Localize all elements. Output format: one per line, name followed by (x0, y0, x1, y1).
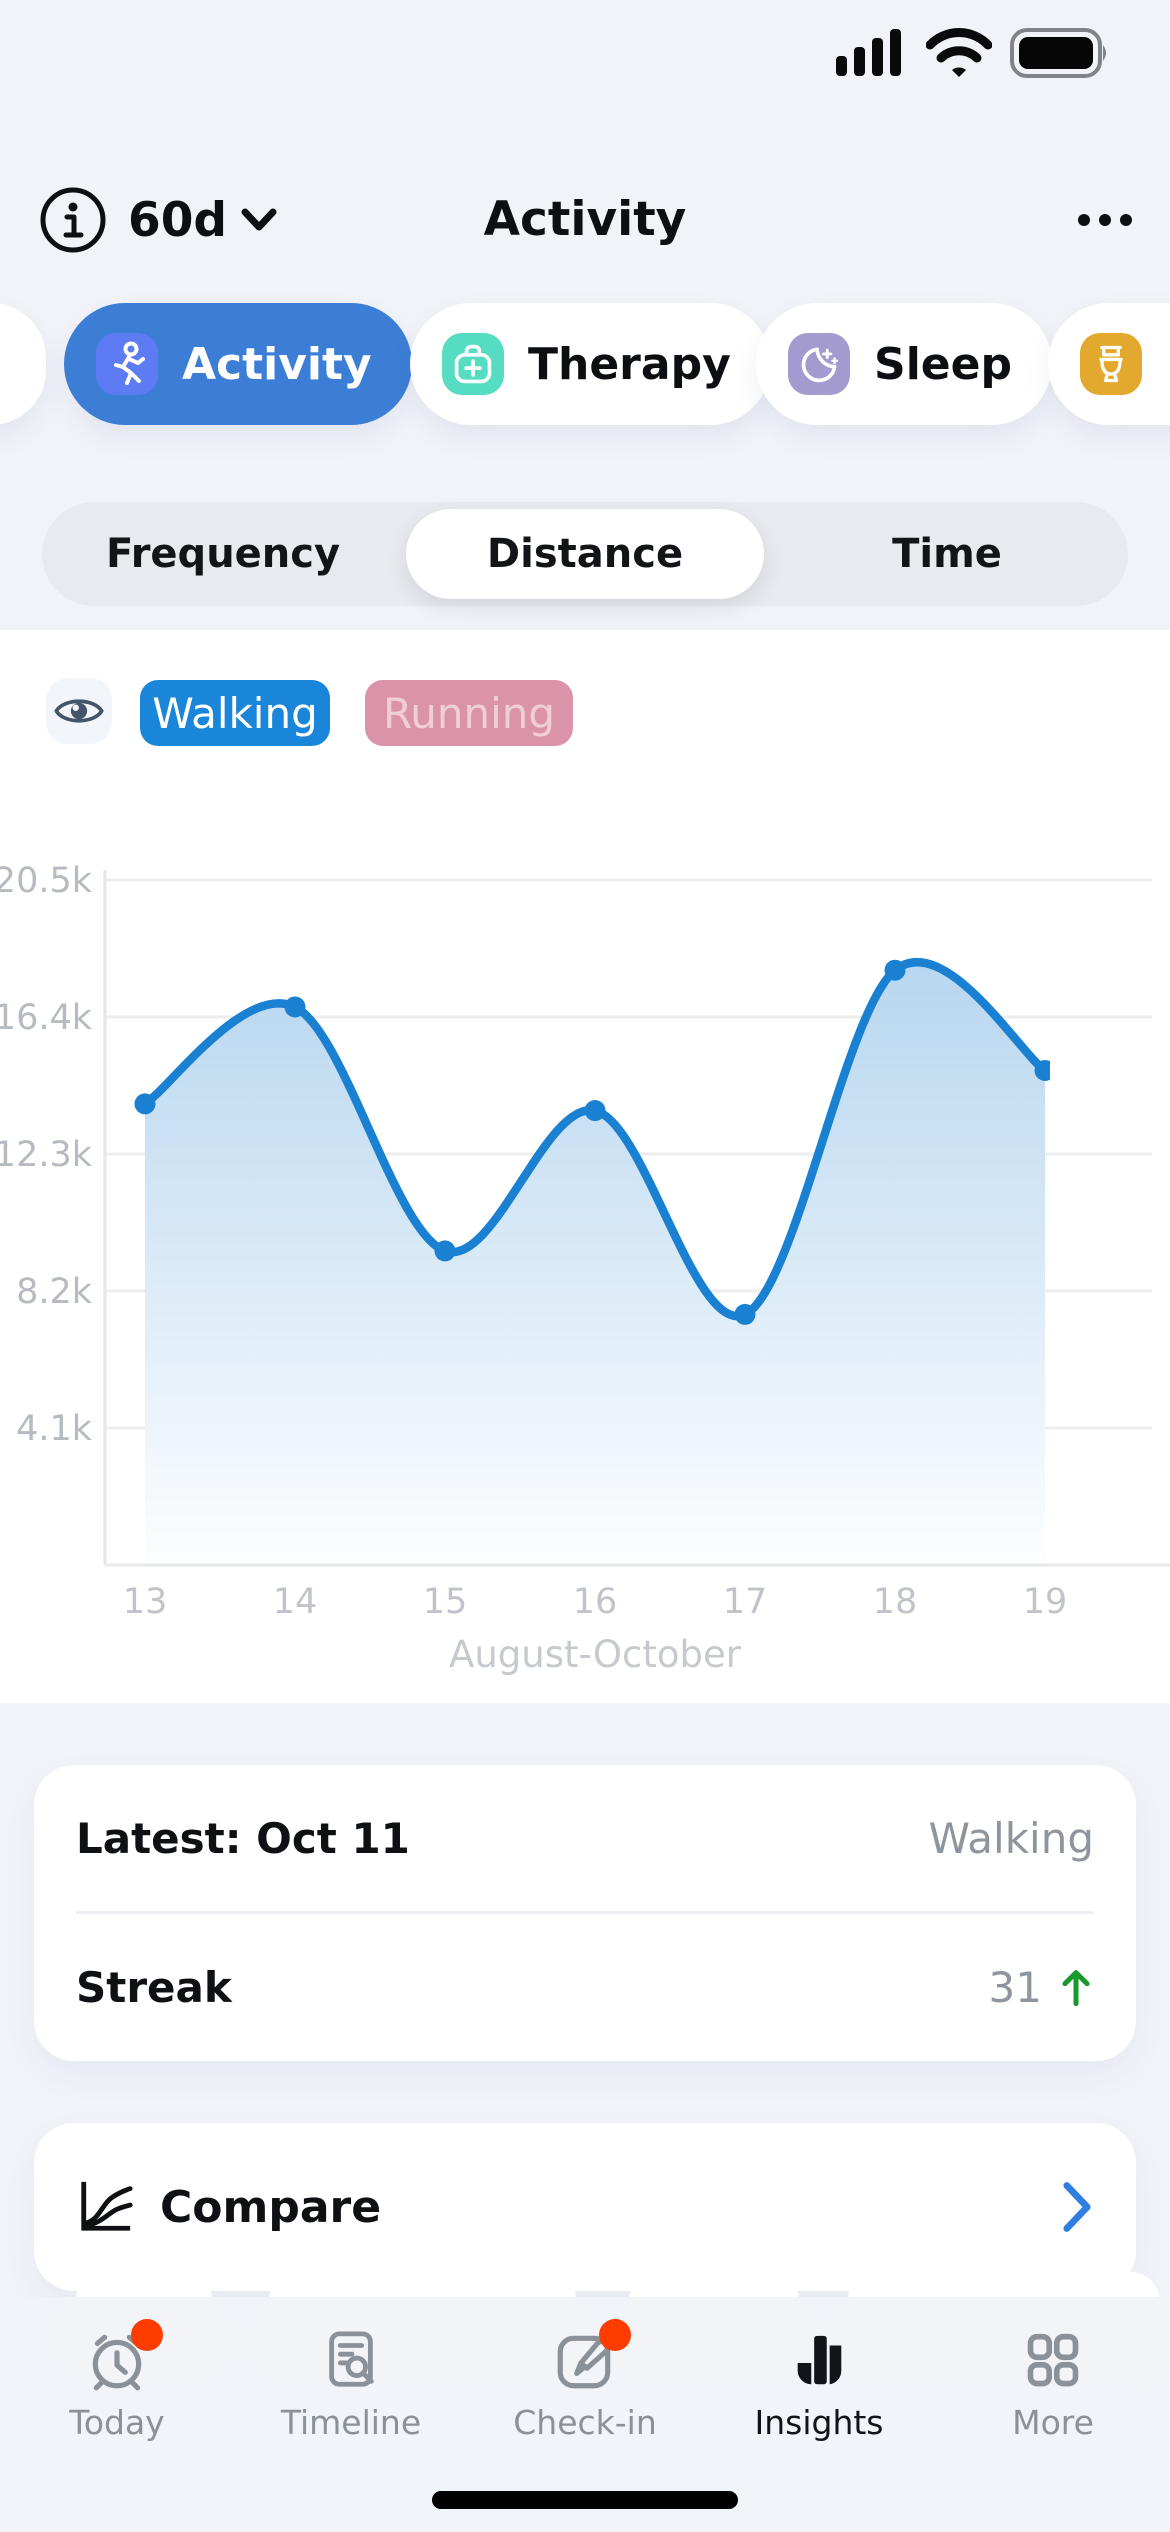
latest-value: Walking (928, 1813, 1094, 1863)
distance-area-chart: 20.5k 16.4k 12.3k 8.2k 4.1k 13 14 15 16 17 18 19 Au… (0, 861, 1170, 1676)
data-point (284, 996, 306, 1018)
bar-chart-icon (797, 2335, 842, 2385)
eye-icon (54, 699, 104, 723)
edit-square-icon (557, 2335, 611, 2389)
svg-text:13: 13 (123, 1582, 168, 1622)
tab-more-label: More (1012, 2403, 1094, 2442)
svg-text:16: 16 (573, 1582, 618, 1622)
streak-row[interactable]: Streak 31 (76, 1914, 1094, 2060)
chip-activity-label: Activity (182, 338, 372, 390)
latest-row[interactable]: Latest: Oct 11 Walking (76, 1765, 1094, 1911)
tab-distance-label: Distance (486, 531, 684, 577)
svg-text:4.1k: 4.1k (16, 1409, 93, 1449)
chart-axis-labels: 20.5k 16.4k 12.3k 8.2k 4.1k 13 14 15 16 17 18 19 (0, 861, 1067, 1622)
data-point (134, 1093, 156, 1115)
data-point (884, 959, 906, 981)
chevron-right-icon (1063, 2182, 1091, 2232)
first-aid-icon (442, 333, 504, 395)
tab-today-label: Today (69, 2403, 165, 2442)
chevron-down-icon (241, 208, 277, 231)
data-point (584, 1100, 606, 1122)
tab-insights-label: Insights (754, 2403, 884, 2442)
home-indicator[interactable] (432, 2491, 738, 2509)
divider (76, 1911, 1094, 1914)
metric-tabs: Frequency Distance Time (42, 502, 1128, 606)
page-title: Activity (483, 192, 687, 247)
data-point (1034, 1059, 1050, 1081)
notification-badge (599, 2319, 631, 2351)
svg-text:20.5k: 20.5k (0, 861, 93, 901)
tab-insights[interactable]: Insights (702, 2297, 936, 2532)
svg-text:16.4k: 16.4k (0, 998, 93, 1038)
toggle-walking-label: Walking (152, 688, 318, 738)
category-chips: Activity Therapy Sleep (0, 303, 1170, 425)
more-options-button[interactable] (1078, 178, 1132, 262)
walking-series (134, 957, 1050, 1325)
status-bar (836, 28, 1110, 78)
tab-frequency-label: Frequency (105, 531, 341, 577)
tab-more[interactable]: More (936, 2297, 1170, 2532)
chip-therapy[interactable]: Therapy (410, 303, 771, 425)
toilet-icon (1080, 333, 1142, 395)
toggle-running-label: Running (382, 688, 556, 738)
chip-activity[interactable]: Activity (64, 303, 412, 425)
latest-label: Latest: Oct 11 (76, 1813, 410, 1863)
svg-text:19: 19 (1023, 1582, 1068, 1622)
header: 60d Activity (0, 178, 1170, 262)
tab-time[interactable]: Time (768, 509, 1126, 599)
wifi-icon (926, 28, 992, 77)
svg-text:17: 17 (723, 1582, 768, 1622)
series-legend: Walking Running (0, 678, 1170, 748)
tab-check-in[interactable]: Check-in (468, 2297, 702, 2532)
toggle-visibility-button[interactable] (46, 678, 112, 744)
period-selector[interactable]: 60d (128, 193, 277, 248)
tab-today[interactable]: Today (0, 2297, 234, 2532)
tab-time-label: Time (892, 531, 1002, 577)
svg-text:18: 18 (873, 1582, 918, 1622)
tab-frequency[interactable]: Frequency (44, 509, 402, 599)
tab-timeline[interactable]: Timeline (234, 2297, 468, 2532)
svg-text:12.3k: 12.3k (0, 1135, 93, 1175)
streak-count: 31 (988, 1962, 1042, 2012)
compare-chart-icon (81, 2181, 133, 2231)
compare-card[interactable]: Compare (34, 2123, 1136, 2291)
svg-text:8.2k: 8.2k (16, 1272, 93, 1312)
streak-value: 31 (989, 1963, 1094, 2012)
svg-text:14: 14 (273, 1582, 318, 1622)
grid-icon (1027, 2333, 1079, 2387)
toggle-running[interactable]: Running (365, 680, 573, 746)
info-icon[interactable] (38, 185, 108, 255)
chip-therapy-label: Therapy (528, 338, 731, 390)
chip-sleep[interactable]: Sleep (756, 303, 1052, 425)
moon-icon (788, 333, 850, 395)
tab-distance[interactable]: Distance (406, 509, 764, 599)
runner-icon (96, 333, 158, 395)
tab-timeline-label: Timeline (280, 2403, 422, 2442)
chip-bathroom[interactable] (1048, 303, 1170, 425)
data-point (434, 1240, 456, 1262)
cellular-signal-icon (836, 29, 901, 76)
x-axis-title: August-October (449, 1633, 742, 1676)
battery-icon (1010, 28, 1106, 78)
data-point (734, 1303, 756, 1325)
streak-label: Streak (76, 1962, 232, 2012)
trend-up-arrow-icon (1062, 1970, 1090, 2007)
chip-partial[interactable] (0, 303, 46, 425)
tab-check-in-label: Check-in (513, 2403, 657, 2442)
document-search-icon (329, 2331, 374, 2387)
period-value: 60d (128, 192, 228, 248)
chip-sleep-label: Sleep (874, 338, 1012, 390)
svg-text:15: 15 (423, 1582, 468, 1622)
toggle-walking[interactable]: Walking (140, 680, 330, 746)
compare-label: Compare (160, 2181, 382, 2233)
stats-card: Latest: Oct 11 Walking Streak 31 (34, 1765, 1136, 2061)
notification-badge (131, 2319, 163, 2351)
